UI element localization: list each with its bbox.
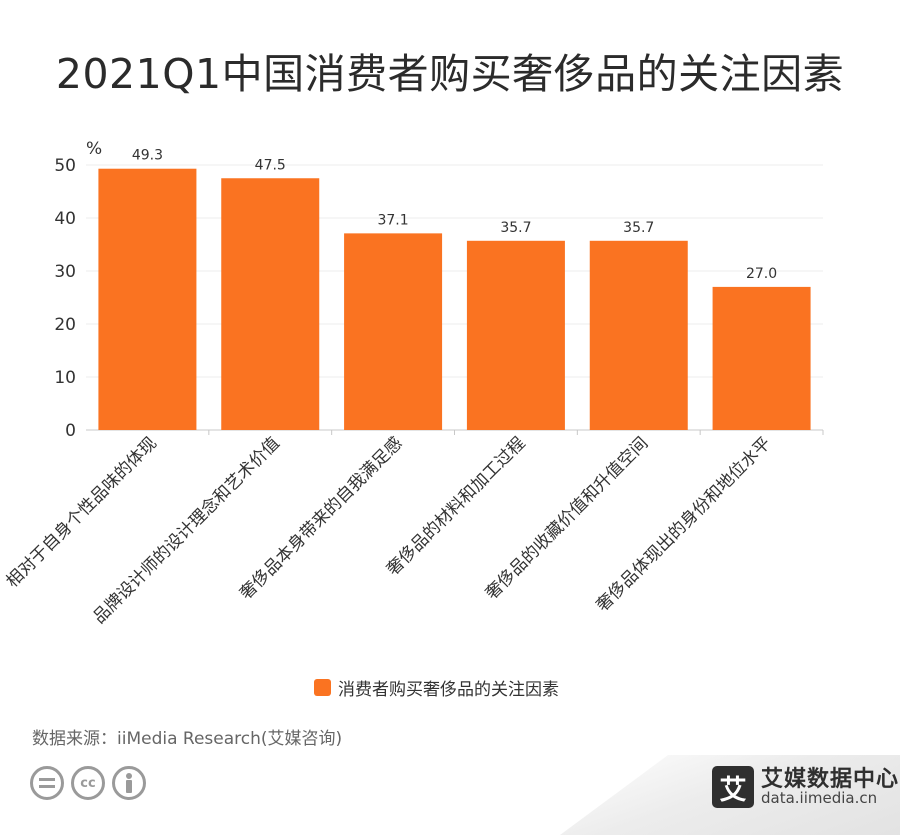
legend: 消费者购买奢侈品的关注因素 (314, 675, 559, 700)
data-label: 49.3 (132, 148, 163, 164)
data-label: 47.5 (255, 157, 286, 173)
brand-url: data.iimedia.cn (761, 788, 878, 807)
cc-icon: cc (71, 766, 105, 800)
brand-watermark: 艾 艾媒数据中心 data.iimedia.cn (712, 766, 899, 808)
x-tick-label: 奢侈品的材料和加工过程 (383, 433, 529, 579)
bar (712, 286, 811, 430)
data-label: 35.7 (500, 220, 531, 236)
source-note: 数据来源：iiMedia Research(艾媒咨询) (32, 729, 343, 749)
chart-title: 2021Q1中国消费者购买奢侈品的关注因素 (55, 50, 845, 98)
person-icon (112, 766, 146, 800)
equals-icon (30, 766, 64, 800)
bar (221, 178, 320, 430)
bar (466, 240, 565, 430)
license-icons: cc (30, 766, 146, 800)
data-label: 35.7 (623, 220, 654, 236)
bar (344, 233, 443, 430)
y-axis-label: % (86, 139, 102, 159)
brand-name: 艾媒数据中心 (761, 766, 900, 792)
data-label: 37.1 (377, 212, 408, 228)
legend-swatch (314, 679, 331, 696)
data-label: 27.0 (746, 266, 777, 282)
y-tick-label: 50 (54, 156, 76, 176)
y-tick-label: 40 (54, 209, 76, 229)
brand-logo-icon: 艾 (712, 766, 754, 808)
legend-label: 消费者购买奢侈品的关注因素 (338, 680, 559, 700)
y-tick-label: 20 (54, 315, 76, 335)
bar (589, 240, 688, 430)
bar (98, 168, 197, 430)
y-tick-label: 30 (54, 262, 76, 282)
y-tick-label: 0 (65, 421, 76, 441)
y-tick-label: 10 (54, 368, 76, 388)
